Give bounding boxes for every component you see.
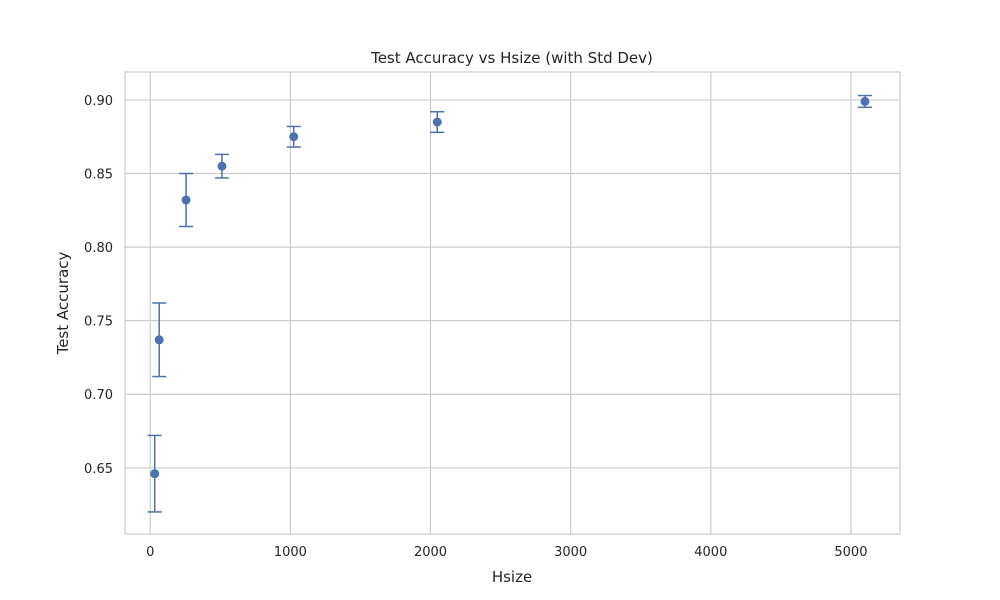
- data-point: [154, 335, 164, 345]
- x-tick-label: 1000: [274, 545, 307, 560]
- y-tick-label: 0.70: [84, 388, 113, 403]
- x-tick-label: 5000: [834, 545, 867, 560]
- x-tick-label: 4000: [694, 545, 727, 560]
- y-tick-label: 0.80: [84, 241, 113, 256]
- x-tick-label: 0: [146, 545, 154, 560]
- chart-title: Test Accuracy vs Hsize (with Std Dev): [370, 49, 653, 67]
- y-tick-label: 0.75: [84, 315, 113, 330]
- x-axis-label: Hsize: [492, 568, 532, 586]
- y-tick-label: 0.65: [84, 462, 113, 477]
- gridlines: [125, 72, 900, 534]
- data-point: [150, 469, 160, 479]
- data-point: [432, 117, 442, 127]
- data-point: [289, 132, 299, 142]
- data-point: [860, 96, 870, 106]
- data-series: [147, 94, 872, 513]
- y-tick-label: 0.90: [84, 94, 113, 109]
- data-point: [181, 195, 191, 205]
- x-tick-label: 2000: [414, 545, 447, 560]
- x-tick-labels: 0 1000 2000 3000 4000 5000: [146, 545, 867, 560]
- x-tick-label: 3000: [554, 545, 587, 560]
- plot-area-frame: [124, 71, 901, 535]
- y-tick-labels: 0.65 0.70 0.75 0.80 0.85 0.90: [84, 94, 113, 477]
- y-tick-label: 0.85: [84, 168, 113, 183]
- data-point: [217, 161, 227, 171]
- y-axis-label: Test Accuracy: [54, 251, 72, 355]
